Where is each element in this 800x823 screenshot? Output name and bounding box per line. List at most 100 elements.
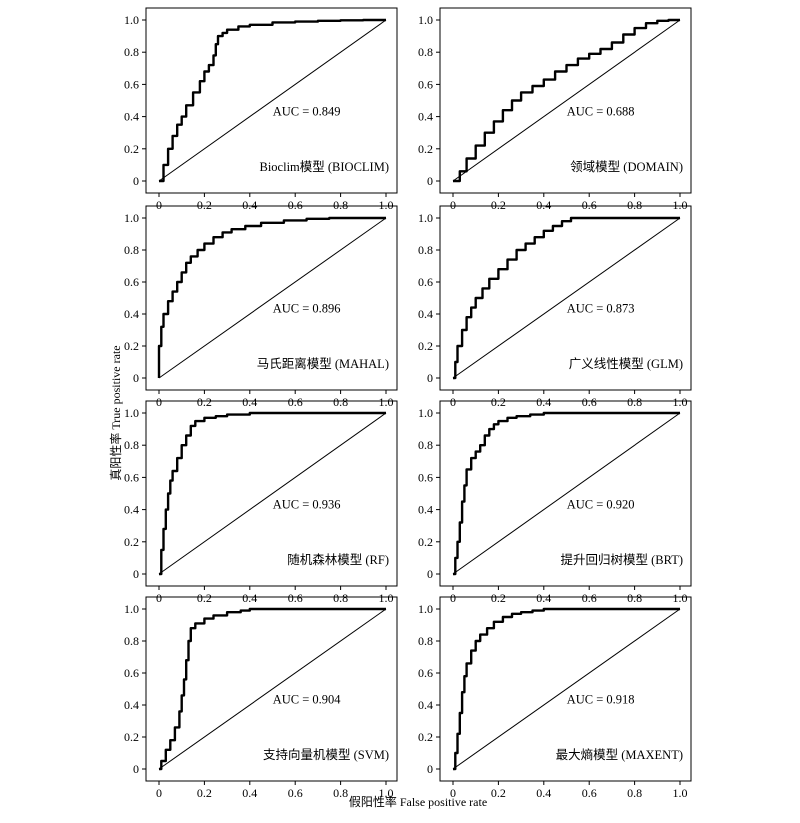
y-tick-label: 0 — [133, 762, 139, 776]
reference-diagonal-line — [158, 217, 387, 379]
x-tick-label: 0.2 — [197, 786, 212, 800]
model-name-label: 随机森林模型 (RF) — [287, 552, 389, 567]
x-tick-label: 0 — [156, 786, 162, 800]
x-tick-label: 0.4 — [536, 591, 551, 605]
roc-curve-line — [157, 216, 386, 378]
roc-curve-line — [453, 18, 680, 183]
y-tick-label: 1.0 — [124, 13, 139, 27]
y-tick-label: 1.0 — [124, 406, 139, 420]
y-tick-label: 1.0 — [124, 211, 139, 225]
model-name-label: 领域模型 (DOMAIN) — [570, 160, 683, 174]
model-name-label: 支持向量机模型 (SVM) — [263, 747, 389, 762]
y-tick-label: 0.6 — [124, 275, 139, 289]
roc-panel-5: 0 0 0.2 0.2 0.4 0.4 0.6 0.6 0.8 0.8 1.0 1.0 AUC = 0.… — [124, 400, 398, 605]
y-tick-label: 0.4 — [418, 110, 433, 124]
y-tick-label: 0.8 — [124, 243, 139, 257]
x-tick-label: 0 — [450, 786, 456, 800]
x-tick-label: 0.4 — [536, 395, 551, 409]
y-tick-label: 0.6 — [124, 666, 139, 680]
y-tick-label: 0.4 — [124, 503, 139, 517]
panel-frame — [145, 205, 398, 391]
y-tick-label: 0.4 — [418, 503, 433, 517]
panel-frame — [439, 7, 692, 194]
x-tick-label: 1.0 — [673, 786, 688, 800]
y-tick-label: 0.6 — [124, 470, 139, 484]
x-tick-label: 0 — [156, 198, 162, 212]
x-tick-label: 0.6 — [288, 591, 303, 605]
roc-panel-1: 0 0 0.2 0.2 0.4 0.4 0.6 0.6 0.8 0.8 1.0 1.0 AUC = 0.… — [124, 7, 398, 212]
y-tick-label: 0.4 — [418, 307, 433, 321]
y-tick-label: 0.2 — [124, 339, 139, 353]
y-tick-label: 0.2 — [124, 730, 139, 744]
x-tick-label: 1.0 — [673, 198, 688, 212]
x-tick-label: 0.4 — [242, 395, 257, 409]
x-tick-label: 0.4 — [242, 591, 257, 605]
panel-frame — [145, 400, 398, 587]
x-axis-title: 假阳性率 False positive rate — [349, 794, 487, 809]
x-tick-label: 1.0 — [379, 395, 394, 409]
y-tick-label: 0.8 — [418, 634, 433, 648]
panel-frame — [439, 400, 692, 587]
y-tick-label: 0.2 — [124, 142, 139, 156]
x-tick-label: 1.0 — [379, 591, 394, 605]
y-tick-label: 0.8 — [418, 438, 433, 452]
y-tick-label: 0.4 — [124, 698, 139, 712]
roc-panels: 0 0 0.2 0.2 0.4 0.4 0.6 0.6 0.8 0.8 1.0 1.0 AUC = 0.… — [124, 7, 692, 800]
auc-label: AUC = 0.873 — [567, 302, 635, 316]
roc-panel-3: 0 0 0.2 0.2 0.4 0.4 0.6 0.6 0.8 0.8 1.0 1.0 AUC = 0.… — [124, 205, 398, 409]
y-tick-label: 0 — [133, 371, 139, 385]
x-tick-label: 0.6 — [288, 786, 303, 800]
y-tick-label: 0.8 — [124, 634, 139, 648]
y-tick-label: 0 — [427, 174, 433, 188]
x-tick-label: 0 — [450, 591, 456, 605]
reference-diagonal-line — [452, 217, 681, 379]
auc-label: AUC = 0.918 — [567, 693, 635, 707]
y-tick-label: 1.0 — [418, 602, 433, 616]
x-tick-label: 1.0 — [673, 591, 688, 605]
y-tick-label: 0 — [427, 567, 433, 581]
roc-curve-line — [453, 607, 680, 771]
y-tick-label: 0.4 — [124, 110, 139, 124]
roc-curve-line — [159, 411, 386, 576]
roc-panel-8: 0 0 0.2 0.2 0.4 0.4 0.6 0.6 0.8 0.8 1.0 1.0 AUC = 0.… — [418, 596, 692, 800]
y-tick-label: 0.4 — [418, 698, 433, 712]
x-tick-label: 0.6 — [582, 591, 597, 605]
x-tick-label: 0.2 — [491, 198, 506, 212]
reference-diagonal-line — [158, 19, 387, 182]
x-tick-label: 0.8 — [333, 395, 348, 409]
auc-label: AUC = 0.936 — [273, 497, 341, 511]
x-tick-label: 0.2 — [491, 786, 506, 800]
x-tick-label: 0 — [156, 395, 162, 409]
panel-frame — [439, 596, 692, 782]
y-tick-label: 0.2 — [418, 730, 433, 744]
y-tick-label: 1.0 — [124, 602, 139, 616]
y-tick-label: 0.8 — [124, 438, 139, 452]
y-tick-label: 0 — [133, 567, 139, 581]
panel-frame — [145, 7, 398, 194]
reference-diagonal-line — [158, 412, 387, 575]
y-tick-label: 0.2 — [418, 142, 433, 156]
y-tick-label: 0.2 — [418, 535, 433, 549]
x-tick-label: 0.4 — [536, 198, 551, 212]
reference-diagonal-line — [452, 19, 681, 182]
x-tick-label: 0.4 — [242, 198, 257, 212]
auc-label: AUC = 0.896 — [273, 302, 341, 316]
y-tick-label: 0.6 — [418, 666, 433, 680]
y-tick-label: 0.8 — [418, 45, 433, 59]
y-axis-title: 真阳性率 True positive rate — [108, 345, 123, 480]
auc-label: AUC = 0.849 — [273, 104, 341, 118]
x-tick-label: 0 — [450, 395, 456, 409]
x-tick-label: 0.2 — [197, 395, 212, 409]
x-tick-label: 0.6 — [582, 395, 597, 409]
auc-label: AUC = 0.920 — [567, 497, 635, 511]
y-tick-label: 0.8 — [124, 45, 139, 59]
roc-panel-7: 0 0 0.2 0.2 0.4 0.4 0.6 0.6 0.8 0.8 1.0 1.0 AUC = 0.… — [124, 596, 398, 800]
auc-label: AUC = 0.688 — [567, 104, 635, 118]
y-tick-label: 0 — [133, 174, 139, 188]
x-tick-label: 0.2 — [491, 395, 506, 409]
y-tick-label: 1.0 — [418, 211, 433, 225]
roc-panel-2: 0 0 0.2 0.2 0.4 0.4 0.6 0.6 0.8 0.8 1.0 1.0 AUC = 0.… — [418, 7, 692, 212]
y-tick-label: 0.6 — [418, 77, 433, 91]
roc-curve-line — [159, 607, 386, 771]
